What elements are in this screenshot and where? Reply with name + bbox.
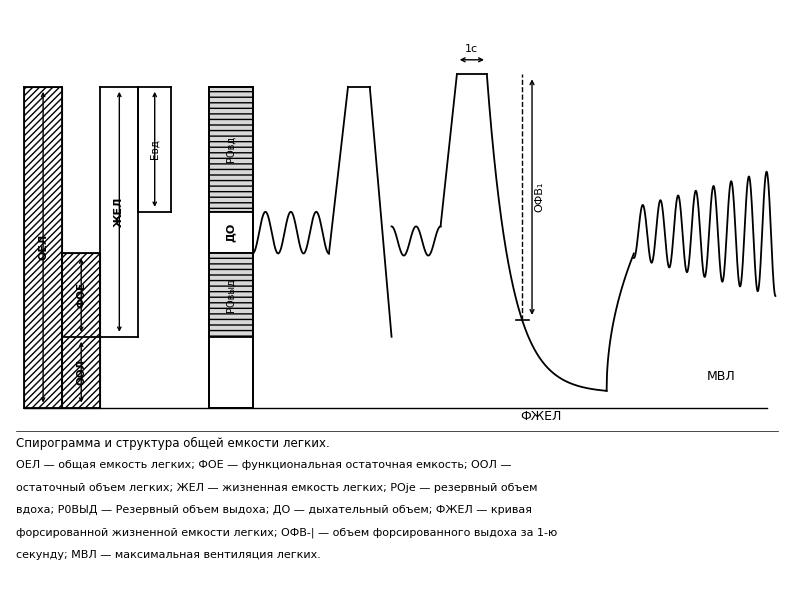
Text: ОЕЛ — общая емкость легких; ФОЕ — функциональная остаточная емкость; ООЛ —: ОЕЛ — общая емкость легких; ФОЕ — функци… bbox=[16, 460, 511, 470]
Text: РОвыд: РОвыд bbox=[226, 278, 236, 312]
Bar bbox=[24, 87, 62, 408]
Text: МВЛ: МВЛ bbox=[707, 369, 735, 383]
Text: ДО: ДО bbox=[226, 223, 236, 242]
Bar bbox=[209, 212, 252, 253]
Bar bbox=[209, 87, 252, 212]
Text: остаточный объем легких; ЖЕЛ — жизненная емкость легких; РОje — резервный объем: остаточный объем легких; ЖЕЛ — жизненная… bbox=[16, 483, 538, 493]
Text: Спирограмма и структура общей емкости легких.: Спирограмма и структура общей емкости ле… bbox=[16, 437, 330, 450]
Text: ЖЕЛ: ЖЕЛ bbox=[114, 196, 125, 227]
Text: РОвд: РОвд bbox=[226, 136, 236, 162]
Bar bbox=[62, 253, 100, 408]
Bar bbox=[209, 337, 252, 408]
Text: секунду; МВЛ — максимальная вентиляция легких.: секунду; МВЛ — максимальная вентиляция л… bbox=[16, 550, 321, 560]
Text: ОЕЛ: ОЕЛ bbox=[38, 234, 48, 261]
Text: 1с: 1с bbox=[465, 43, 479, 54]
Text: ОФВ₁: ОФВ₁ bbox=[534, 182, 545, 212]
Text: вдоха; Р0ВЫД — Резервный объем выдоха; ДО — дыхательный объем; ФЖЕЛ — кривая: вдоха; Р0ВЫД — Резервный объем выдоха; Д… bbox=[16, 505, 532, 515]
Text: ООЛ: ООЛ bbox=[76, 359, 87, 385]
Text: ФЖЕЛ: ФЖЕЛ bbox=[521, 409, 562, 422]
Text: ФОЕ: ФОЕ bbox=[76, 282, 87, 308]
Text: форсированной жизненной емкости легких; ОФВ-| — объем форсированного выдоха за 1: форсированной жизненной емкости легких; … bbox=[16, 528, 557, 538]
Text: Евд: Евд bbox=[150, 139, 160, 159]
Bar bbox=[209, 253, 252, 337]
